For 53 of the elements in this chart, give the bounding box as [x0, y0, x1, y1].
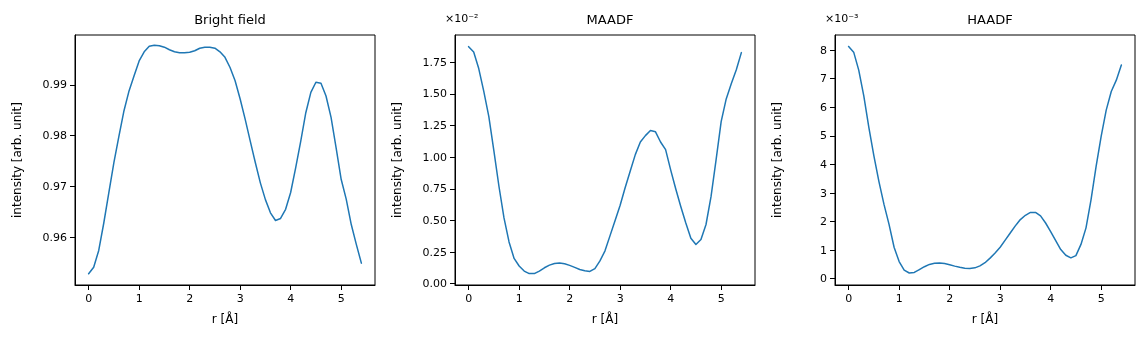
x-tick-label: 2 [186, 292, 194, 305]
y-tick-label: 0.50 [422, 213, 447, 227]
x-axis-title: r [Å] [971, 311, 999, 326]
y-tick-label: 4 [820, 157, 827, 171]
y-tick-label: 0.96 [42, 230, 67, 244]
x-tick-label: 4 [287, 292, 295, 305]
chart-title: Bright field [194, 12, 266, 27]
x-tick-label: 3 [616, 292, 624, 305]
y-tick-label: 7 [820, 72, 827, 86]
x-tick-label: 0 [845, 292, 853, 305]
line-series [847, 45, 1123, 274]
y-tick-label: 0.75 [422, 182, 447, 196]
x-tick-label: 1 [895, 292, 903, 305]
chart-title: HAADF [967, 12, 1013, 27]
y-tick-label: 0.97 [42, 179, 67, 193]
y-tick-label: 0.25 [422, 245, 447, 259]
y-tick-label: 1.25 [422, 119, 447, 133]
y-tick-label: 1 [820, 243, 827, 257]
y-tick-label: 2 [820, 215, 827, 229]
line-series [87, 44, 363, 275]
x-tick-label: 5 [1097, 292, 1105, 305]
text: ×10⁻² [445, 12, 479, 25]
text: ×10⁻³ [825, 12, 859, 25]
x-axis-title: r [Å] [591, 311, 619, 326]
x-tick-label: 5 [717, 292, 725, 305]
y-tick-label: 5 [820, 129, 827, 143]
y-tick-label: 0 [820, 272, 827, 286]
x-tick-label: 1 [135, 292, 143, 305]
y-axis-title: intensity [arb. unit] [10, 102, 24, 218]
x-tick-label: 5 [337, 292, 345, 305]
y-tick-label: 8 [820, 43, 827, 57]
x-tick-label: 0 [85, 292, 93, 305]
line-series [467, 45, 743, 275]
y-axis-title: intensity [arb. unit] [770, 102, 784, 218]
x-tick-label: 1 [515, 292, 523, 305]
y-tick-label: 6 [820, 100, 827, 114]
x-tick-label: 4 [1047, 292, 1055, 305]
y-tick-label: 3 [820, 186, 827, 200]
y-axis-title: intensity [arb. unit] [390, 102, 404, 218]
x-axis-title: r [Å] [211, 311, 239, 326]
y-tick-label: 0.99 [42, 78, 67, 92]
x-tick-label: 4 [667, 292, 675, 305]
y-tick-label: 0.00 [422, 277, 447, 291]
x-tick-label: 2 [946, 292, 954, 305]
chart-title: MAADF [586, 12, 634, 27]
x-tick-label: 2 [566, 292, 574, 305]
y-tick-label: 0.98 [42, 129, 67, 143]
y-tick-label: 1.75 [422, 55, 447, 69]
y-tick-label: 1.00 [422, 150, 447, 164]
x-tick-label: 3 [236, 292, 244, 305]
y-tick-label: 1.50 [422, 87, 447, 101]
x-tick-label: 3 [996, 292, 1004, 305]
x-tick-label: 0 [465, 292, 473, 305]
